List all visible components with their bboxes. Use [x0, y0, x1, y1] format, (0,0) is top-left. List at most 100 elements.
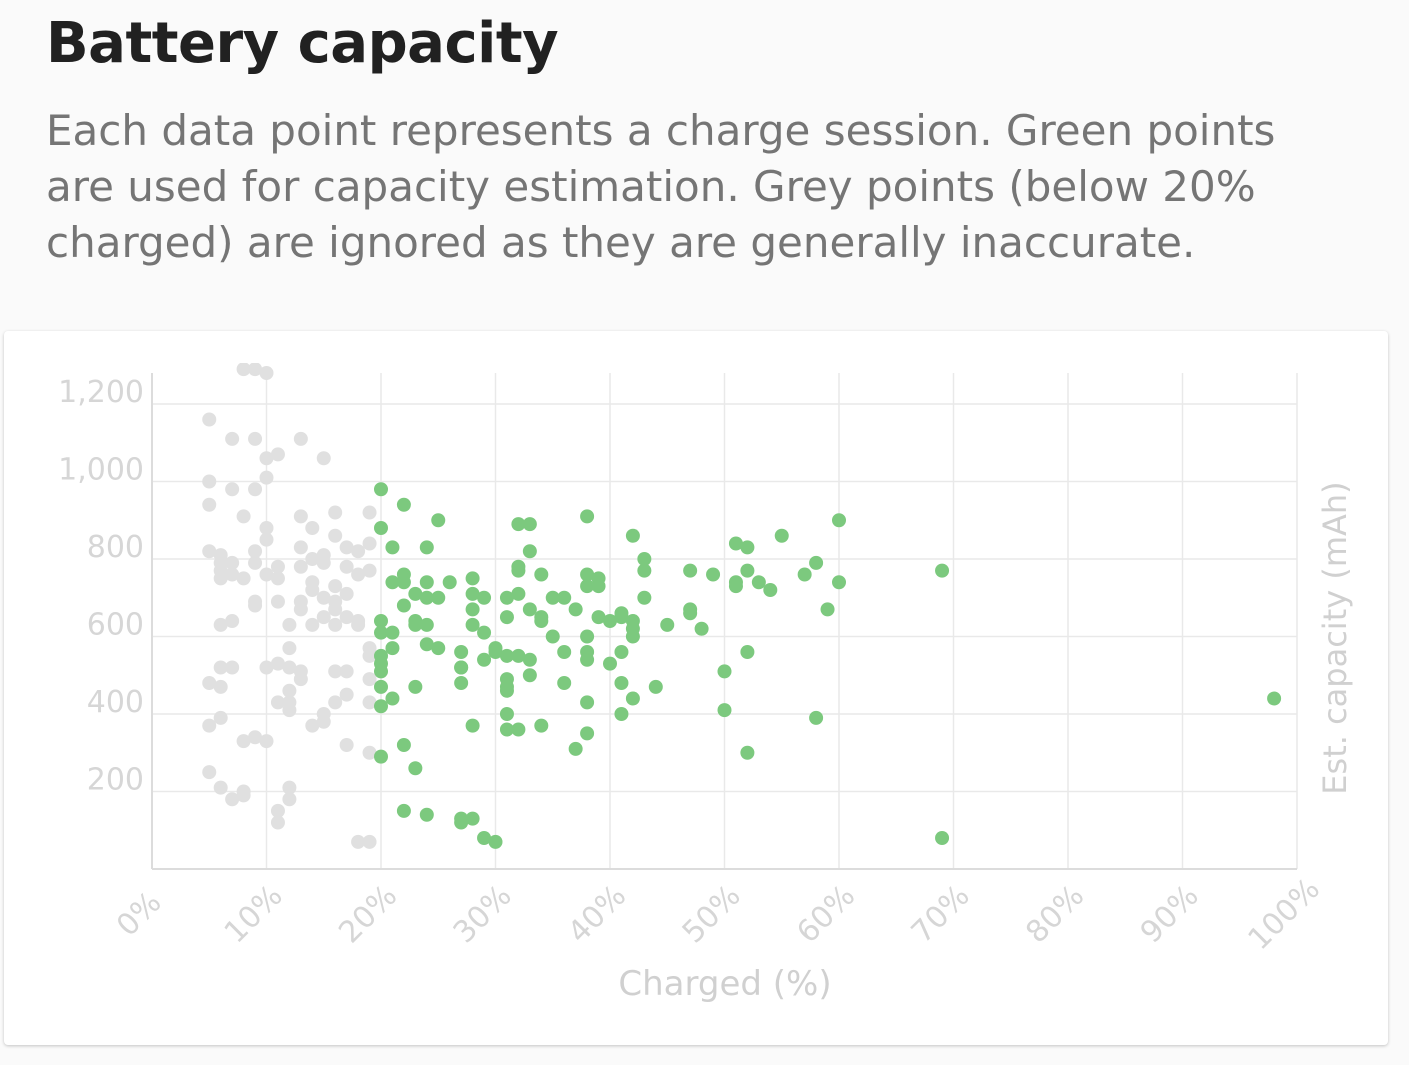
capacity-data-point: [717, 664, 732, 679]
capacity-data-point: [385, 691, 400, 706]
y-tick-label: 1,200: [58, 375, 144, 410]
capacity-data-point: [740, 645, 755, 659]
ignored-data-point: [282, 641, 297, 656]
x-tick-label: 30%: [447, 878, 519, 950]
x-tick-label: 80%: [1019, 878, 1091, 950]
capacity-data-point: [465, 811, 480, 826]
capacity-data-point: [809, 710, 824, 725]
capacity-data-point: [522, 668, 537, 683]
ignored-data-point: [259, 734, 274, 749]
capacity-data-point: [522, 652, 537, 667]
capacity-data-point: [374, 614, 388, 628]
capacity-data-point: [419, 540, 434, 555]
page-description: Each data point represents a charge sess…: [46, 106, 1276, 267]
capacity-data-point: [763, 583, 778, 597]
ignored-data-point: [248, 544, 263, 559]
ignored-data-point: [328, 664, 343, 679]
ignored-data-point: [293, 672, 308, 687]
capacity-data-point: [935, 831, 950, 845]
x-tick-label: 0%: [110, 885, 168, 943]
capacity-data-point: [774, 528, 789, 543]
capacity-data-point: [625, 629, 640, 644]
capacity-data-point: [545, 629, 560, 644]
capacity-data-point: [614, 676, 629, 690]
capacity-data-point: [625, 528, 640, 543]
ignored-data-point: [362, 563, 377, 578]
capacity-data-point: [614, 645, 629, 659]
ignored-data-point: [202, 497, 217, 512]
capacity-data-point: [477, 590, 492, 605]
ignored-data-point: [362, 745, 377, 760]
ignored-data-point: [259, 567, 274, 582]
capacity-data-point: [580, 652, 595, 667]
capacity-data-point: [660, 617, 675, 632]
ignored-data-point: [339, 559, 354, 574]
ignored-data-point: [213, 571, 228, 586]
capacity-data-point: [419, 575, 434, 590]
capacity-data-point: [374, 749, 388, 764]
capacity-data-point: [374, 679, 388, 694]
capacity-data-point: [465, 617, 480, 632]
capacity-data-point: [408, 761, 423, 776]
ignored-data-point: [282, 780, 297, 795]
ignored-data-point: [236, 571, 251, 586]
capacity-data-point: [374, 521, 388, 535]
x-tick-label: 90%: [1134, 878, 1206, 950]
ignored-data-point: [328, 528, 343, 543]
ignored-data-point: [328, 602, 343, 617]
capacity-data-point: [408, 679, 423, 694]
ignored-data-point: [282, 703, 297, 718]
capacity-data-point: [396, 497, 411, 512]
ignored-data-point: [259, 470, 274, 485]
y-tick-label: 1,000: [58, 453, 144, 488]
grid-layer: [152, 373, 1298, 869]
y-tick-labels: 200 400 600 800 1,000 1,200: [58, 375, 144, 798]
capacity-data-point: [431, 513, 446, 528]
capacity-data-point: [454, 676, 469, 690]
ignored-data-point: [213, 710, 228, 725]
ignored-data-point: [248, 598, 263, 613]
capacity-data-point: [511, 563, 526, 578]
ignored-data-point: [225, 567, 240, 582]
ignored-data-point: [236, 734, 251, 749]
capacity-data-point: [499, 683, 514, 698]
capacity-data-point: [499, 722, 514, 737]
capacity-data-point: [809, 555, 824, 570]
capacity-data-point: [385, 540, 400, 555]
x-tick-label: 50%: [676, 878, 748, 950]
ignored-data-point: [328, 579, 343, 594]
capacity-data-point: [614, 707, 629, 721]
ignored-data-point: [362, 695, 377, 710]
ignored-data-point: [362, 834, 377, 849]
capacity-data-point: [499, 590, 514, 605]
capacity-data-point: [545, 590, 560, 605]
ignored-data-point: [316, 590, 331, 605]
ignored-data-point: [213, 679, 228, 694]
capacity-data-point: [683, 606, 698, 621]
capacity-data-point: [522, 602, 537, 617]
ignored-data-point: [328, 695, 343, 710]
x-tick-labels: 0% 10% 20% 30% 40% 50% 60% 70% 80% 90% 100%: [110, 872, 1327, 957]
capacity-data-point: [751, 575, 766, 590]
ignored-data-point: [259, 532, 274, 547]
ignored-data-point: [202, 718, 217, 733]
ignored-data-point: [339, 540, 354, 555]
y-tick-label: 200: [87, 763, 144, 798]
capacity-data-point: [374, 625, 388, 640]
ignored-data-point: [351, 617, 366, 632]
capacity-data-point: [580, 629, 595, 644]
y-axis-title: Est. capacity (mAh): [1316, 481, 1354, 794]
capacity-data-point: [557, 645, 572, 659]
capacity-data-point: [625, 691, 640, 706]
ignored-data-point: [351, 834, 366, 849]
capacity-data-point: [797, 567, 812, 582]
capacity-data-point: [648, 679, 663, 694]
ignored-data-point: [293, 602, 308, 617]
y-tick-label: 800: [87, 530, 144, 565]
capacity-data-point: [499, 610, 514, 625]
capacity-data-point: [728, 579, 743, 594]
capacity-data-point: [591, 579, 606, 594]
capacity-data-point: [728, 536, 743, 551]
ignored-data-point: [248, 555, 263, 570]
